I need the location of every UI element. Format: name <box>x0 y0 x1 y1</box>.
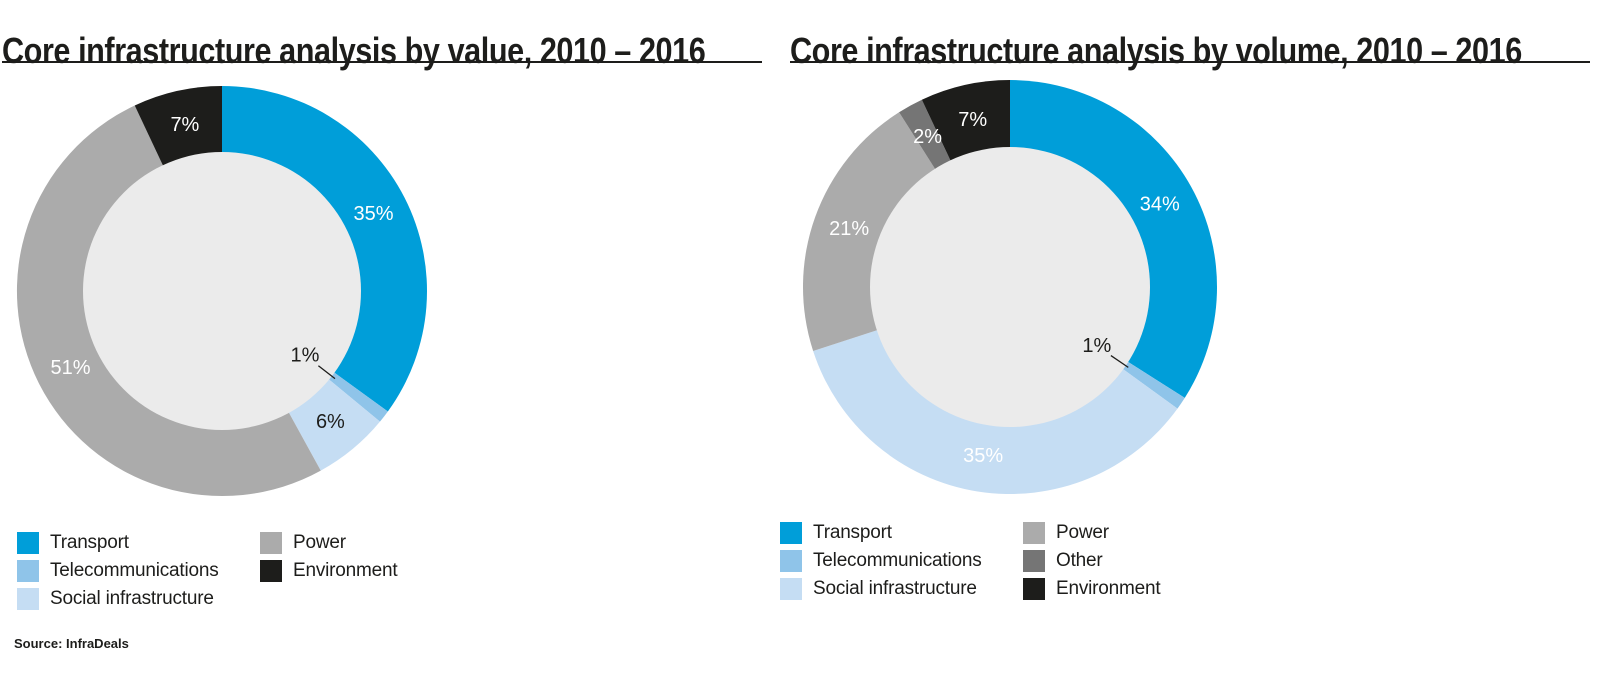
legend-column: Power Environment <box>260 532 398 616</box>
title-divider <box>2 61 762 63</box>
legend-item-social-infrastructure: Social infrastructure <box>17 588 260 610</box>
legend-swatch-power <box>1023 522 1045 544</box>
legend-swatch-other <box>1023 550 1045 572</box>
legend-item-power: Power <box>260 532 397 554</box>
legend-swatch-telecommunications <box>17 560 39 582</box>
legend-column: Power Other Environment <box>1023 522 1161 606</box>
slice-value-label-transport: 34% <box>1140 194 1180 216</box>
title-divider <box>790 61 1590 63</box>
legend-label: Other <box>1056 550 1103 571</box>
slice-value-label-environment: 7% <box>170 114 199 136</box>
slice-value-label-transport: 35% <box>353 203 393 225</box>
legend-label: Transport <box>813 522 892 543</box>
legend-swatch-transport <box>780 522 802 544</box>
legend-label: Power <box>293 532 346 553</box>
slice-value-label-social-infrastructure: 35% <box>963 445 1003 467</box>
source-note: Source: InfraDeals <box>14 636 129 651</box>
legend-item-telecommunications: Telecommunications <box>17 560 260 582</box>
label-leader-line-telecommunications <box>318 365 336 380</box>
legend-item-environment: Environment <box>1023 578 1161 600</box>
legend-label: Environment <box>1056 578 1161 599</box>
donut-hole <box>870 147 1150 427</box>
value-chart-title: Core infrastructure analysis by value, 2… <box>2 30 706 72</box>
volume-donut-chart: 34% 1% 35% 21% 2% 7% <box>802 80 1218 495</box>
legend-item-other: Other <box>1023 550 1160 572</box>
slice-value-label-power: 21% <box>829 218 869 240</box>
slice-value-label-other: 2% <box>913 126 942 148</box>
value-chart-legend: Transport Telecommunications Social infras… <box>17 532 398 616</box>
legend-item-social-infrastructure: Social infrastructure <box>780 578 1023 600</box>
legend-swatch-social-infrastructure <box>780 578 802 600</box>
slice-value-label-telecommunications: 1% <box>1082 335 1111 357</box>
legend-item-transport: Transport <box>780 522 1023 544</box>
legend-label: Telecommunications <box>813 550 982 571</box>
volume-chart-title: Core infrastructure analysis by volume, … <box>790 30 1522 72</box>
volume-chart-legend: Transport Telecommunications Social infras… <box>780 522 1161 606</box>
legend-swatch-environment <box>260 560 282 582</box>
legend-item-environment: Environment <box>260 560 398 582</box>
donut-hole <box>83 152 361 430</box>
slice-value-label-environment: 7% <box>958 109 987 131</box>
slice-value-label-social-infrastructure: 6% <box>316 411 345 433</box>
legend-label: Environment <box>293 560 398 581</box>
slice-value-label-power: 51% <box>50 357 90 379</box>
legend-swatch-social-infrastructure <box>17 588 39 610</box>
legend-item-transport: Transport <box>17 532 260 554</box>
slice-value-label-telecommunications: 1% <box>291 344 320 366</box>
legend-label: Power <box>1056 522 1109 543</box>
legend-item-telecommunications: Telecommunications <box>780 550 1023 572</box>
label-leader-line-telecommunications <box>1110 355 1129 368</box>
legend-label: Telecommunications <box>50 560 219 581</box>
value-donut-chart: 35% 1% 6% 51% 7% <box>16 86 428 497</box>
legend-swatch-environment <box>1023 578 1045 600</box>
legend-column: Transport Telecommunications Social infras… <box>780 522 1023 606</box>
legend-swatch-power <box>260 532 282 554</box>
legend-swatch-transport <box>17 532 39 554</box>
legend-swatch-telecommunications <box>780 550 802 572</box>
legend-column: Transport Telecommunications Social infras… <box>17 532 260 616</box>
legend-label: Social infrastructure <box>50 588 214 609</box>
legend-label: Social infrastructure <box>813 578 977 599</box>
legend-item-power: Power <box>1023 522 1160 544</box>
legend-label: Transport <box>50 532 129 553</box>
